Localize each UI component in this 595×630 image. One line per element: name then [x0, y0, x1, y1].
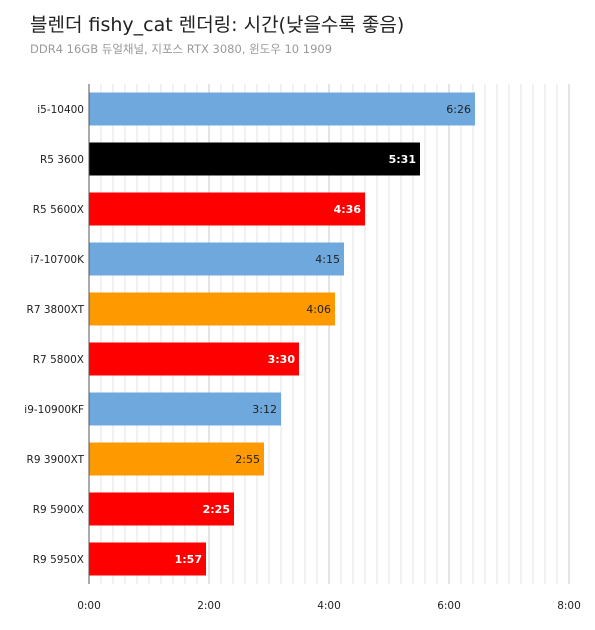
category-label: i5-10400 — [37, 104, 84, 116]
category-label: R5 5600X — [33, 204, 84, 216]
bar — [89, 542, 206, 576]
bar — [89, 292, 335, 326]
bar — [89, 492, 234, 526]
value-label: 3:30 — [268, 353, 296, 366]
value-label: 4:15 — [315, 253, 340, 266]
bar — [89, 92, 475, 126]
value-label: 2:55 — [235, 453, 260, 466]
value-label: 4:06 — [306, 303, 331, 316]
category-label: R9 3900XT — [27, 454, 85, 466]
x-tick-label: 0:00 — [77, 600, 101, 612]
bar — [89, 242, 344, 276]
category-label: R9 5950X — [33, 554, 84, 566]
x-tick-label: 6:00 — [437, 600, 461, 612]
bar — [89, 192, 365, 226]
value-label: 1:57 — [175, 553, 202, 566]
x-tick-label: 2:00 — [197, 600, 221, 612]
category-label: R7 5800X — [33, 354, 84, 366]
value-label: 2:25 — [203, 503, 230, 516]
category-label: i9-10900KF — [24, 404, 84, 416]
category-label: R7 3800XT — [27, 304, 85, 316]
value-label: 3:12 — [252, 403, 277, 416]
category-label: R5 3600 — [40, 154, 84, 166]
bar — [89, 342, 299, 376]
chart-title: 블렌더 fishy_cat 렌더링: 시간(낮을수록 좋음) — [30, 14, 405, 36]
chart-subtitle: DDR4 16GB 듀얼채널, 지포스 RTX 3080, 윈도우 10 190… — [30, 42, 333, 56]
category-label: i7-10700K — [30, 254, 85, 266]
bar — [89, 392, 281, 426]
bar — [89, 142, 420, 176]
x-tick-label: 4:00 — [317, 600, 341, 612]
bar — [89, 442, 264, 476]
x-tick-label: 8:00 — [557, 600, 581, 612]
value-label: 6:26 — [446, 103, 471, 116]
value-label: 5:31 — [389, 153, 416, 166]
category-label: R9 5900X — [33, 504, 84, 516]
value-label: 4:36 — [334, 203, 362, 216]
